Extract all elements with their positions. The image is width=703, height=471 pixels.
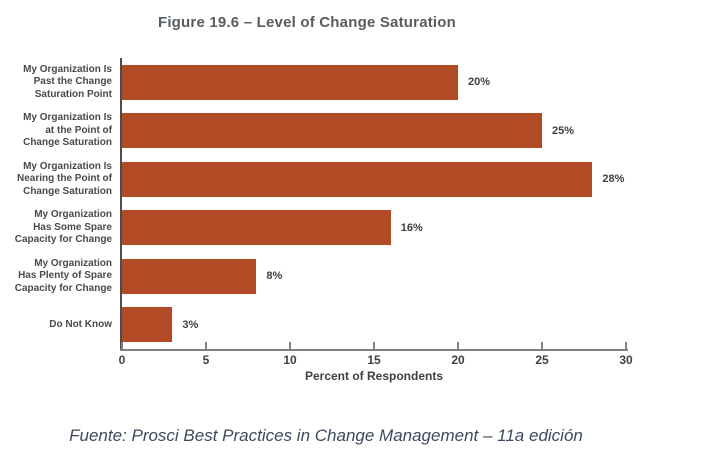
bar-value-label: 25% <box>552 124 575 137</box>
bar-area: 25% <box>122 107 626 156</box>
bar <box>122 258 257 294</box>
x-axis-line <box>120 349 628 351</box>
category-label: My Organization Has Some Spare Capacity … <box>14 209 112 245</box>
bar <box>122 210 391 246</box>
bar-row: My Organization Is Nearing the Point of … <box>0 155 626 204</box>
bar-row: My Organization Is Past the Change Satur… <box>0 58 626 107</box>
bar-row: My Organization Has Some Spare Capacity … <box>0 204 626 253</box>
bar-value-label: 8% <box>266 270 283 283</box>
bar-value-label: 3% <box>182 318 199 331</box>
bar-area: 8% <box>122 252 626 301</box>
source-note: Fuente: Prosci Best Practices in Change … <box>69 426 583 445</box>
bar-rows: My Organization Is Past the Change Satur… <box>0 58 626 349</box>
category-label: My Organization Is Past the Change Satur… <box>23 63 112 100</box>
chart-title: Figure 19.6 – Level of Change Saturation <box>157 14 457 31</box>
bar-value-label: 16% <box>400 221 423 234</box>
y-axis-line <box>120 58 122 351</box>
x-tick-label: 20 <box>451 353 465 367</box>
bar-value-label: 20% <box>468 76 491 89</box>
category-label: My Organization Has Plenty of Spare Capa… <box>14 257 112 294</box>
x-tick-label: 0 <box>118 353 126 367</box>
x-tick-label: 25 <box>535 353 549 367</box>
x-tick-label: 15 <box>367 353 381 367</box>
bar-area: 3% <box>122 301 626 350</box>
category-label: Do Not Know <box>49 318 112 330</box>
x-tick-label: 10 <box>283 353 297 367</box>
x-tick-label: 5 <box>202 353 210 367</box>
bar-area: 20% <box>122 58 626 107</box>
bar-value-label: 28% <box>602 173 625 186</box>
bar-row: Do Not Know 3% <box>0 301 626 350</box>
bar <box>122 161 593 197</box>
bar-row: My Organization Has Plenty of Spare Capa… <box>0 252 626 301</box>
bar-row: My Organization Is at the Point of Chang… <box>0 107 626 156</box>
bar <box>122 64 458 100</box>
bar <box>122 113 542 149</box>
x-axis-label: Percent of Respondents <box>304 369 444 383</box>
bar-area: 16% <box>122 204 626 253</box>
bar-area: 28% <box>122 155 626 204</box>
category-label: My Organization Is Nearing the Point of … <box>17 160 112 197</box>
bar <box>122 307 173 343</box>
category-label: My Organization Is at the Point of Chang… <box>23 112 112 148</box>
x-tick-label: 30 <box>619 353 633 367</box>
